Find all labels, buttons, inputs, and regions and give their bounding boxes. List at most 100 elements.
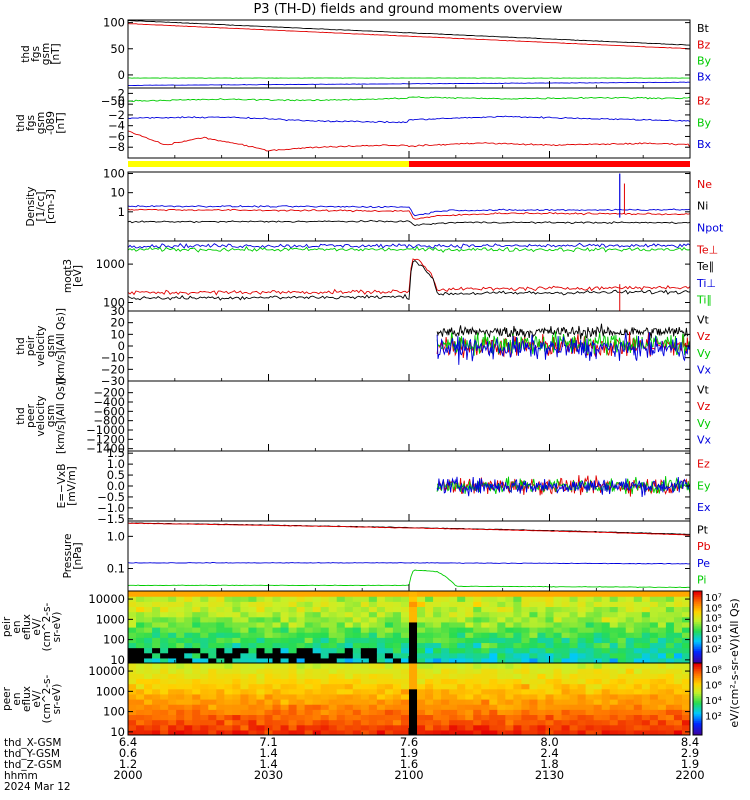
y-tick-label: 1000 [96, 612, 125, 626]
colorbar-cell [693, 650, 702, 653]
heat-cell [425, 678, 434, 685]
heat-cell [160, 719, 169, 726]
heat-cell [344, 704, 354, 710]
heat-cell [264, 616, 274, 623]
heat-cell [633, 616, 643, 623]
heat-cell [136, 596, 145, 602]
heat-cell [497, 606, 506, 613]
heat-cell [392, 709, 402, 716]
x-row-label: hhmm [4, 770, 38, 782]
heat-cell [473, 673, 482, 680]
heat-cell [457, 714, 466, 721]
heat-cell [641, 709, 651, 716]
heat-cell [457, 719, 466, 726]
heat-cell [545, 719, 555, 726]
heat-cell [417, 627, 426, 633]
heat-cell [144, 714, 153, 721]
heat-cell [553, 657, 563, 663]
heat-cell [136, 606, 145, 613]
heat-cell [601, 714, 611, 721]
heat-cell [144, 693, 153, 700]
heat-cell [441, 714, 450, 721]
heat-cell [288, 632, 298, 638]
heat-cell [417, 642, 426, 649]
legend-entry: Vt [697, 314, 710, 327]
heat-cell [473, 663, 482, 669]
heat-cell [384, 596, 394, 602]
heat-cell [529, 637, 539, 644]
heat-cell [144, 606, 153, 613]
heat-cell [360, 719, 370, 726]
heat-cell [441, 616, 450, 623]
y-axis-label: [km/s](All Qs)] [55, 378, 67, 454]
heat-cell [176, 663, 185, 669]
heat-cell [288, 647, 298, 654]
legend-entry: By [697, 116, 712, 129]
heat-cell [352, 663, 362, 669]
heat-cell [489, 709, 498, 716]
heat-cell [168, 596, 177, 602]
y-tick-label: 1 [118, 205, 125, 219]
heat-cell [561, 673, 571, 680]
heat-cell [400, 621, 410, 628]
heat-cell [360, 663, 370, 669]
heat-cell [417, 699, 426, 705]
heat-cell [168, 709, 177, 716]
heat-cell [409, 647, 418, 654]
heat-cell [360, 637, 370, 644]
y-axis-label: peir [25, 335, 37, 356]
heat-cell [176, 627, 185, 633]
y-tick-label: 10 [110, 186, 125, 200]
heat-cell [224, 673, 233, 680]
heat-cell [360, 657, 370, 663]
y-tick-label: 100 [103, 295, 125, 309]
heat-cell [144, 699, 153, 705]
heat-cell [457, 591, 466, 597]
heat-cell [376, 663, 386, 669]
y-axis-label: eV/ [31, 690, 43, 708]
heat-cell [184, 611, 193, 618]
heat-cell [256, 627, 266, 633]
heat-cell [264, 714, 274, 721]
heat-cell [216, 673, 225, 680]
heat-cell [152, 668, 161, 674]
heat-cell [409, 627, 418, 633]
heat-cell [537, 663, 547, 669]
heat-cell [184, 668, 193, 674]
heat-cell [625, 601, 635, 608]
heat-cell [400, 657, 410, 663]
heat-cell [248, 704, 258, 710]
heat-cell [649, 693, 659, 700]
colorbar-label: 10⁷ [705, 593, 722, 604]
heat-cell [400, 632, 410, 638]
heat-cell [232, 642, 241, 649]
heat-cell [360, 621, 370, 628]
heat-cell [136, 668, 145, 674]
heat-cell [537, 652, 547, 659]
legend-entry: Ex [697, 501, 711, 514]
heat-cell [272, 591, 282, 597]
colorbar-cell [693, 717, 702, 720]
heat-cell [184, 729, 193, 735]
heat-cell [481, 683, 490, 690]
heat-cell [400, 668, 410, 674]
legend-entry: Ti⊥ [696, 277, 716, 290]
heat-cell [649, 632, 659, 638]
heat-cell [561, 601, 571, 608]
legend-entry: Ti∥ [696, 294, 712, 307]
heat-cell [280, 719, 290, 726]
heat-cell [417, 596, 426, 602]
heat-cell [505, 663, 514, 669]
heat-cell [593, 657, 603, 663]
heat-cell [521, 724, 531, 731]
heat-cell [593, 663, 603, 669]
heat-cell [328, 642, 338, 649]
series-line-fgs_dsl-By [128, 96, 690, 102]
heat-cell [320, 591, 330, 597]
heat-cell [521, 663, 531, 669]
heat-cell [368, 591, 378, 597]
heat-cell [152, 637, 161, 644]
heat-cell [585, 683, 595, 690]
heat-cell [216, 601, 225, 608]
heat-cell [360, 642, 370, 649]
